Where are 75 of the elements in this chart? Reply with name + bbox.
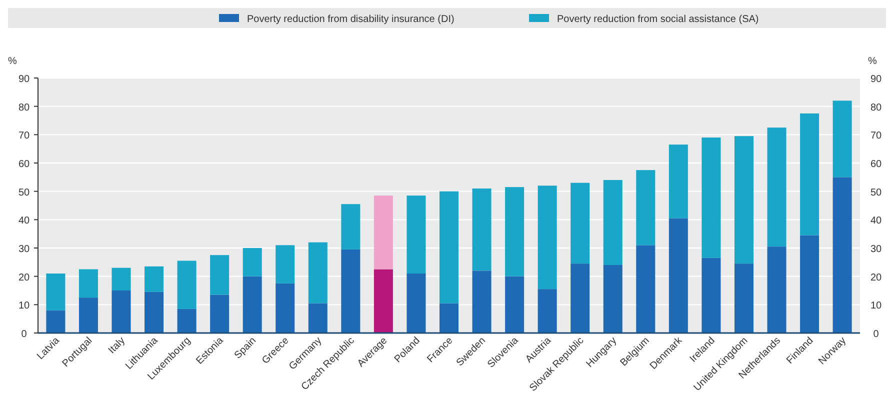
bar <box>46 310 66 333</box>
bar <box>276 245 295 284</box>
y-tick-label: 30 <box>18 244 30 255</box>
bar <box>734 136 754 264</box>
bar <box>800 113 820 236</box>
bar <box>374 196 393 270</box>
bar <box>636 245 656 333</box>
bar <box>374 269 393 333</box>
bar <box>341 249 360 333</box>
y-axis-title: % <box>8 56 17 67</box>
bar <box>538 186 557 290</box>
y2-tick-label: 20 <box>870 272 882 284</box>
y-tick-label: 20 <box>18 272 30 284</box>
y2-tick-label: 70 <box>870 130 882 142</box>
bar <box>505 276 524 333</box>
y-tick-label: 0 <box>21 329 28 340</box>
bar <box>800 235 820 333</box>
bar <box>702 258 721 333</box>
bar <box>308 242 328 304</box>
y2-tick-label: 80 <box>870 102 882 114</box>
bar <box>702 138 721 258</box>
bar <box>406 274 426 333</box>
y2-tick-label: 90 <box>870 74 882 85</box>
y2-tick-label: 0 <box>873 329 880 340</box>
y2-axis-title: % <box>868 56 877 67</box>
bar <box>472 270 492 333</box>
bar <box>406 196 426 274</box>
y-tick-label: 80 <box>18 102 30 114</box>
bar <box>439 191 459 304</box>
bar <box>308 303 328 333</box>
bar <box>832 177 852 333</box>
bar <box>144 266 164 292</box>
bar <box>242 276 262 333</box>
bar <box>242 248 262 276</box>
bar <box>78 269 98 298</box>
legend-label: Poverty reduction from disability insurance (DI) <box>247 14 454 25</box>
bar <box>603 265 622 333</box>
y2-tick-label: 40 <box>870 216 882 227</box>
bar <box>767 128 786 247</box>
bar <box>505 187 524 276</box>
y2-tick-label: 30 <box>870 244 882 255</box>
y-tick-label: 40 <box>18 216 30 227</box>
bar <box>144 292 164 333</box>
bar <box>210 294 230 333</box>
y-tick-label: 10 <box>18 300 30 312</box>
bar <box>177 308 196 333</box>
bar <box>472 188 492 271</box>
bar <box>112 268 131 290</box>
x-tick-label: Italy <box>106 335 128 356</box>
bar <box>177 260 196 309</box>
bar <box>341 204 360 250</box>
bar <box>112 290 131 333</box>
bar <box>570 264 590 333</box>
bar <box>78 298 98 333</box>
bar <box>538 289 557 333</box>
bar <box>668 218 688 333</box>
bar <box>570 182 590 264</box>
y2-tick-label: 60 <box>870 159 882 170</box>
bar <box>734 264 754 333</box>
legend-label: Poverty reduction from social assistance (SA) <box>557 14 759 25</box>
y-tick-label: 50 <box>18 187 30 198</box>
y-tick-label: 90 <box>18 74 30 85</box>
y2-tick-label: 10 <box>870 300 882 312</box>
bar <box>767 246 786 333</box>
bar <box>636 170 656 246</box>
bar <box>210 255 230 295</box>
y-tick-label: 70 <box>18 130 30 142</box>
y2-tick-label: 50 <box>870 187 882 198</box>
bar <box>46 274 66 310</box>
bar <box>832 100 852 178</box>
bar <box>439 303 459 333</box>
bar <box>603 180 622 265</box>
y-tick-label: 60 <box>18 159 30 170</box>
bar <box>276 283 295 333</box>
bar <box>668 144 688 218</box>
